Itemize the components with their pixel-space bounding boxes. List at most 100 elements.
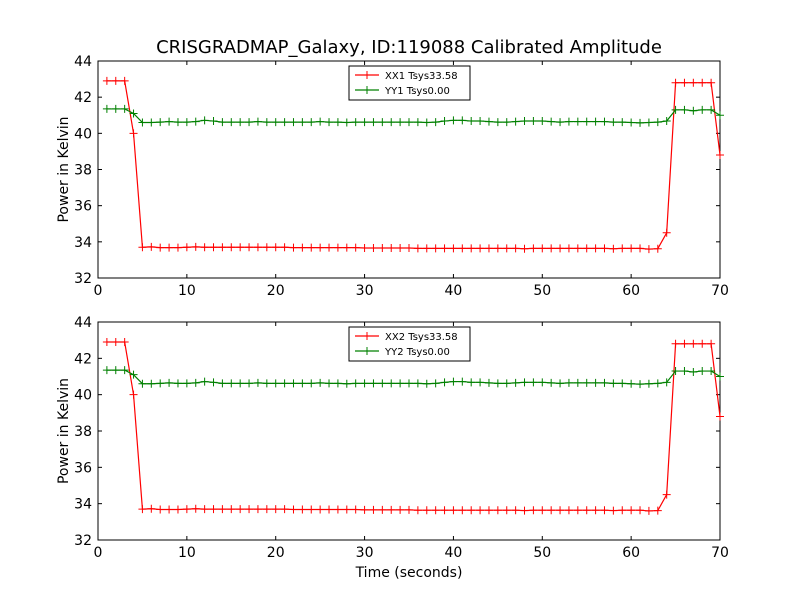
legend-swatch-marker <box>363 332 371 340</box>
data-point-marker <box>627 244 636 253</box>
data-point-marker <box>191 504 200 513</box>
data-point-marker <box>289 118 298 127</box>
data-point-marker <box>716 151 724 160</box>
data-point-marker <box>253 378 262 387</box>
data-point-marker <box>618 379 627 388</box>
data-point-marker <box>316 505 325 514</box>
data-point-marker <box>458 506 467 515</box>
data-point-marker <box>165 378 174 387</box>
x-tick-label: 30 <box>356 545 374 561</box>
data-point-marker <box>111 366 120 375</box>
data-point-marker <box>333 243 342 252</box>
data-point-marker <box>333 505 342 514</box>
data-point-marker <box>280 243 289 252</box>
data-point-marker <box>307 118 316 127</box>
data-point-marker <box>573 506 582 515</box>
data-point-marker <box>351 118 360 127</box>
data-point-marker <box>307 243 316 252</box>
data-point-marker <box>298 118 307 127</box>
data-point-marker <box>253 117 262 126</box>
data-point-marker <box>387 243 396 252</box>
data-point-marker <box>547 244 556 253</box>
data-point-marker <box>467 506 476 515</box>
data-point-marker <box>218 505 227 514</box>
data-point-marker <box>102 366 111 375</box>
data-point-marker <box>200 116 209 125</box>
data-point-marker <box>227 379 236 388</box>
data-point-marker <box>218 118 227 127</box>
data-point-marker <box>547 378 556 387</box>
chart-panel-2: 0 10 20 30 40 50 60 70 32 34 36 38 40 42 44 Power in Ke… <box>56 315 729 581</box>
data-point-marker <box>609 118 618 127</box>
data-point-marker <box>582 117 591 126</box>
data-point-marker <box>609 506 618 515</box>
data-point-marker <box>165 243 174 252</box>
data-point-marker <box>422 244 431 253</box>
data-point-marker <box>218 379 227 388</box>
x-tick-label: 10 <box>178 283 196 299</box>
data-point-marker <box>280 118 289 127</box>
data-point-marker <box>351 243 360 252</box>
data-point-marker <box>173 118 182 127</box>
data-point-marker <box>538 117 547 126</box>
data-point-marker <box>671 339 680 348</box>
x-tick-label: 50 <box>533 283 551 299</box>
data-point-marker <box>431 118 440 127</box>
data-point-marker <box>271 118 280 127</box>
data-point-marker <box>378 243 387 252</box>
data-point-marker <box>698 339 707 348</box>
data-point-marker <box>493 506 502 515</box>
y-tick-label: 36 <box>74 460 92 476</box>
y-tick-label: 38 <box>74 163 92 179</box>
data-point-marker <box>573 244 582 253</box>
data-point-marker <box>325 243 334 252</box>
data-point-marker <box>493 244 502 253</box>
y-tick-label: 44 <box>74 315 92 331</box>
data-point-marker <box>467 378 476 387</box>
data-point-marker <box>484 117 493 126</box>
x-tick-label: 50 <box>533 545 551 561</box>
data-point-marker <box>129 129 138 138</box>
data-point-marker <box>680 105 689 114</box>
data-point-marker <box>449 506 458 515</box>
data-point-marker <box>698 105 707 114</box>
data-point-marker <box>644 379 653 388</box>
legend-box <box>348 326 471 362</box>
data-point-marker <box>147 118 156 127</box>
data-point-marker <box>405 118 413 127</box>
data-point-marker <box>307 505 316 514</box>
data-point-marker <box>467 244 476 253</box>
data-point-marker <box>147 242 156 251</box>
data-point-marker <box>671 78 680 87</box>
data-point-marker <box>609 379 618 388</box>
data-point-marker <box>458 116 467 125</box>
data-point-marker <box>378 379 387 388</box>
x-tick-label: 60 <box>622 283 640 299</box>
data-point-marker <box>627 379 636 388</box>
x-tick-label: 0 <box>94 283 103 299</box>
data-point-marker <box>689 339 698 348</box>
data-point-marker <box>707 367 716 376</box>
data-point-marker <box>431 379 440 388</box>
data-point-marker <box>716 412 724 421</box>
data-point-marker <box>111 104 120 113</box>
data-point-marker <box>405 505 413 514</box>
data-point-marker <box>547 506 556 515</box>
data-point-marker <box>698 78 707 87</box>
data-point-marker <box>564 117 573 126</box>
data-point-marker <box>209 378 218 387</box>
data-point-marker <box>449 116 458 125</box>
data-point-marker <box>680 367 689 376</box>
data-point-marker <box>236 379 245 388</box>
y-tick-label: 40 <box>74 388 92 404</box>
data-point-marker <box>698 367 707 376</box>
data-point-marker <box>147 504 156 513</box>
data-point-marker <box>316 117 325 126</box>
data-point-marker <box>671 367 680 376</box>
data-point-marker <box>716 111 724 120</box>
data-point-marker <box>396 379 405 388</box>
data-point-marker <box>129 109 138 118</box>
data-point-marker <box>369 505 378 514</box>
data-point-marker <box>271 243 280 252</box>
data-point-marker <box>662 228 671 237</box>
